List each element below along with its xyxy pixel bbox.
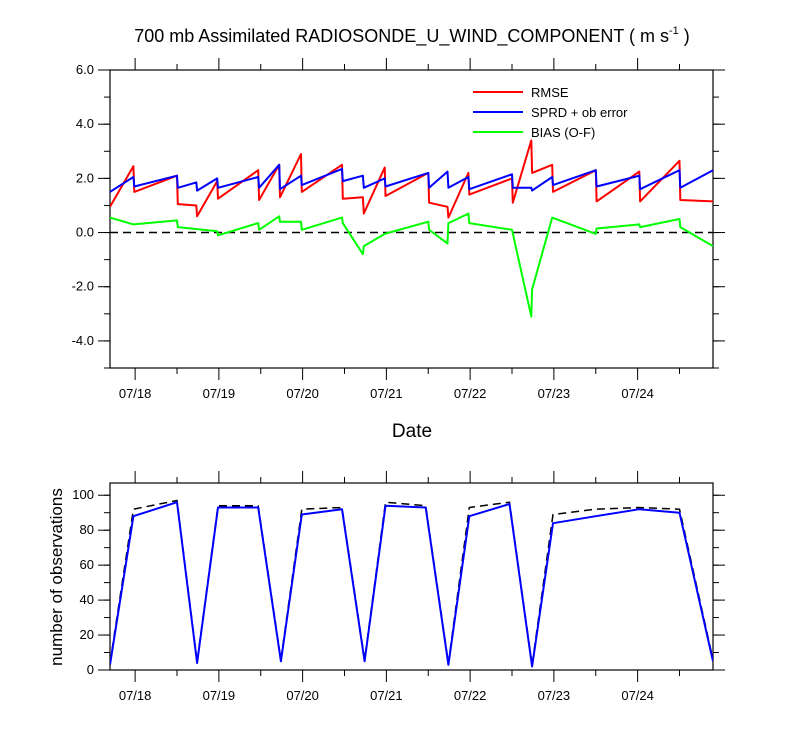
- plot-frame: [109, 69, 714, 369]
- x-tick-label: 07/21: [370, 386, 403, 401]
- x-tick-label: 07/19: [203, 386, 236, 401]
- y-tick-label: -4.0: [72, 333, 94, 348]
- series-line-sprd-ob-error: [110, 163, 713, 193]
- y-tick-label: 80: [80, 522, 94, 537]
- legend-label: SPRD + ob error: [531, 105, 628, 120]
- x-tick-label: 07/22: [454, 386, 487, 401]
- y-tick-label: 6.0: [76, 62, 94, 77]
- chart-title: 700 mb Assimilated RADIOSONDE_U_WIND_COM…: [134, 25, 690, 47]
- x-tick-label: 07/20: [286, 386, 319, 401]
- x-axis-label: Date: [392, 421, 432, 442]
- legend-label: BIAS (O-F): [531, 125, 595, 140]
- y-tick-label: 40: [80, 592, 94, 607]
- y-tick-label: 0: [87, 662, 94, 677]
- x-tick-label: 07/21: [370, 688, 403, 703]
- y-tick-label: 60: [80, 557, 94, 572]
- x-tick-label: 07/23: [538, 386, 571, 401]
- chart-title-text: 700 mb Assimilated RADIOSONDE_U_WIND_COM…: [134, 26, 669, 47]
- top-chart: -4.0 -2.0 0.0 2.0 4.0 6.0 07/18 07/19 07/20 07/21…: [72, 58, 725, 401]
- plot-frame: [109, 482, 714, 671]
- y-tick-label: 2.0: [76, 170, 94, 185]
- x-tick-label: 07/22: [454, 688, 487, 703]
- x-tick-label: 07/20: [286, 688, 319, 703]
- y-tick-label: 4.0: [76, 116, 94, 131]
- x-tick-label: 07/18: [119, 386, 152, 401]
- bottom-chart: 0 20 40 60 80 100 07/18 07/19 07/20 07/21 07/22 07/…: [72, 471, 725, 703]
- x-tick-label: 07/24: [621, 688, 654, 703]
- series-line-1: [110, 501, 713, 668]
- y-tick-label: 100: [72, 487, 94, 502]
- x-tick-label: 07/18: [119, 688, 152, 703]
- legend: RMSE SPRD + ob error BIAS (O-F): [473, 85, 628, 140]
- y-tick-label: 20: [80, 627, 94, 642]
- chart-title-suffix: ): [679, 26, 690, 46]
- x-tick-label: 07/24: [621, 386, 654, 401]
- legend-label: RMSE: [531, 85, 569, 100]
- chart-title-exponent: -1: [669, 25, 679, 37]
- y-tick-label: -2.0: [72, 279, 94, 294]
- series-line-bias-o-f: [110, 212, 713, 318]
- y-axis-label: number of observations: [47, 488, 66, 666]
- x-tick-label: 07/23: [538, 688, 571, 703]
- y-tick-label: 0.0: [76, 225, 94, 240]
- x-tick-label: 07/19: [203, 688, 236, 703]
